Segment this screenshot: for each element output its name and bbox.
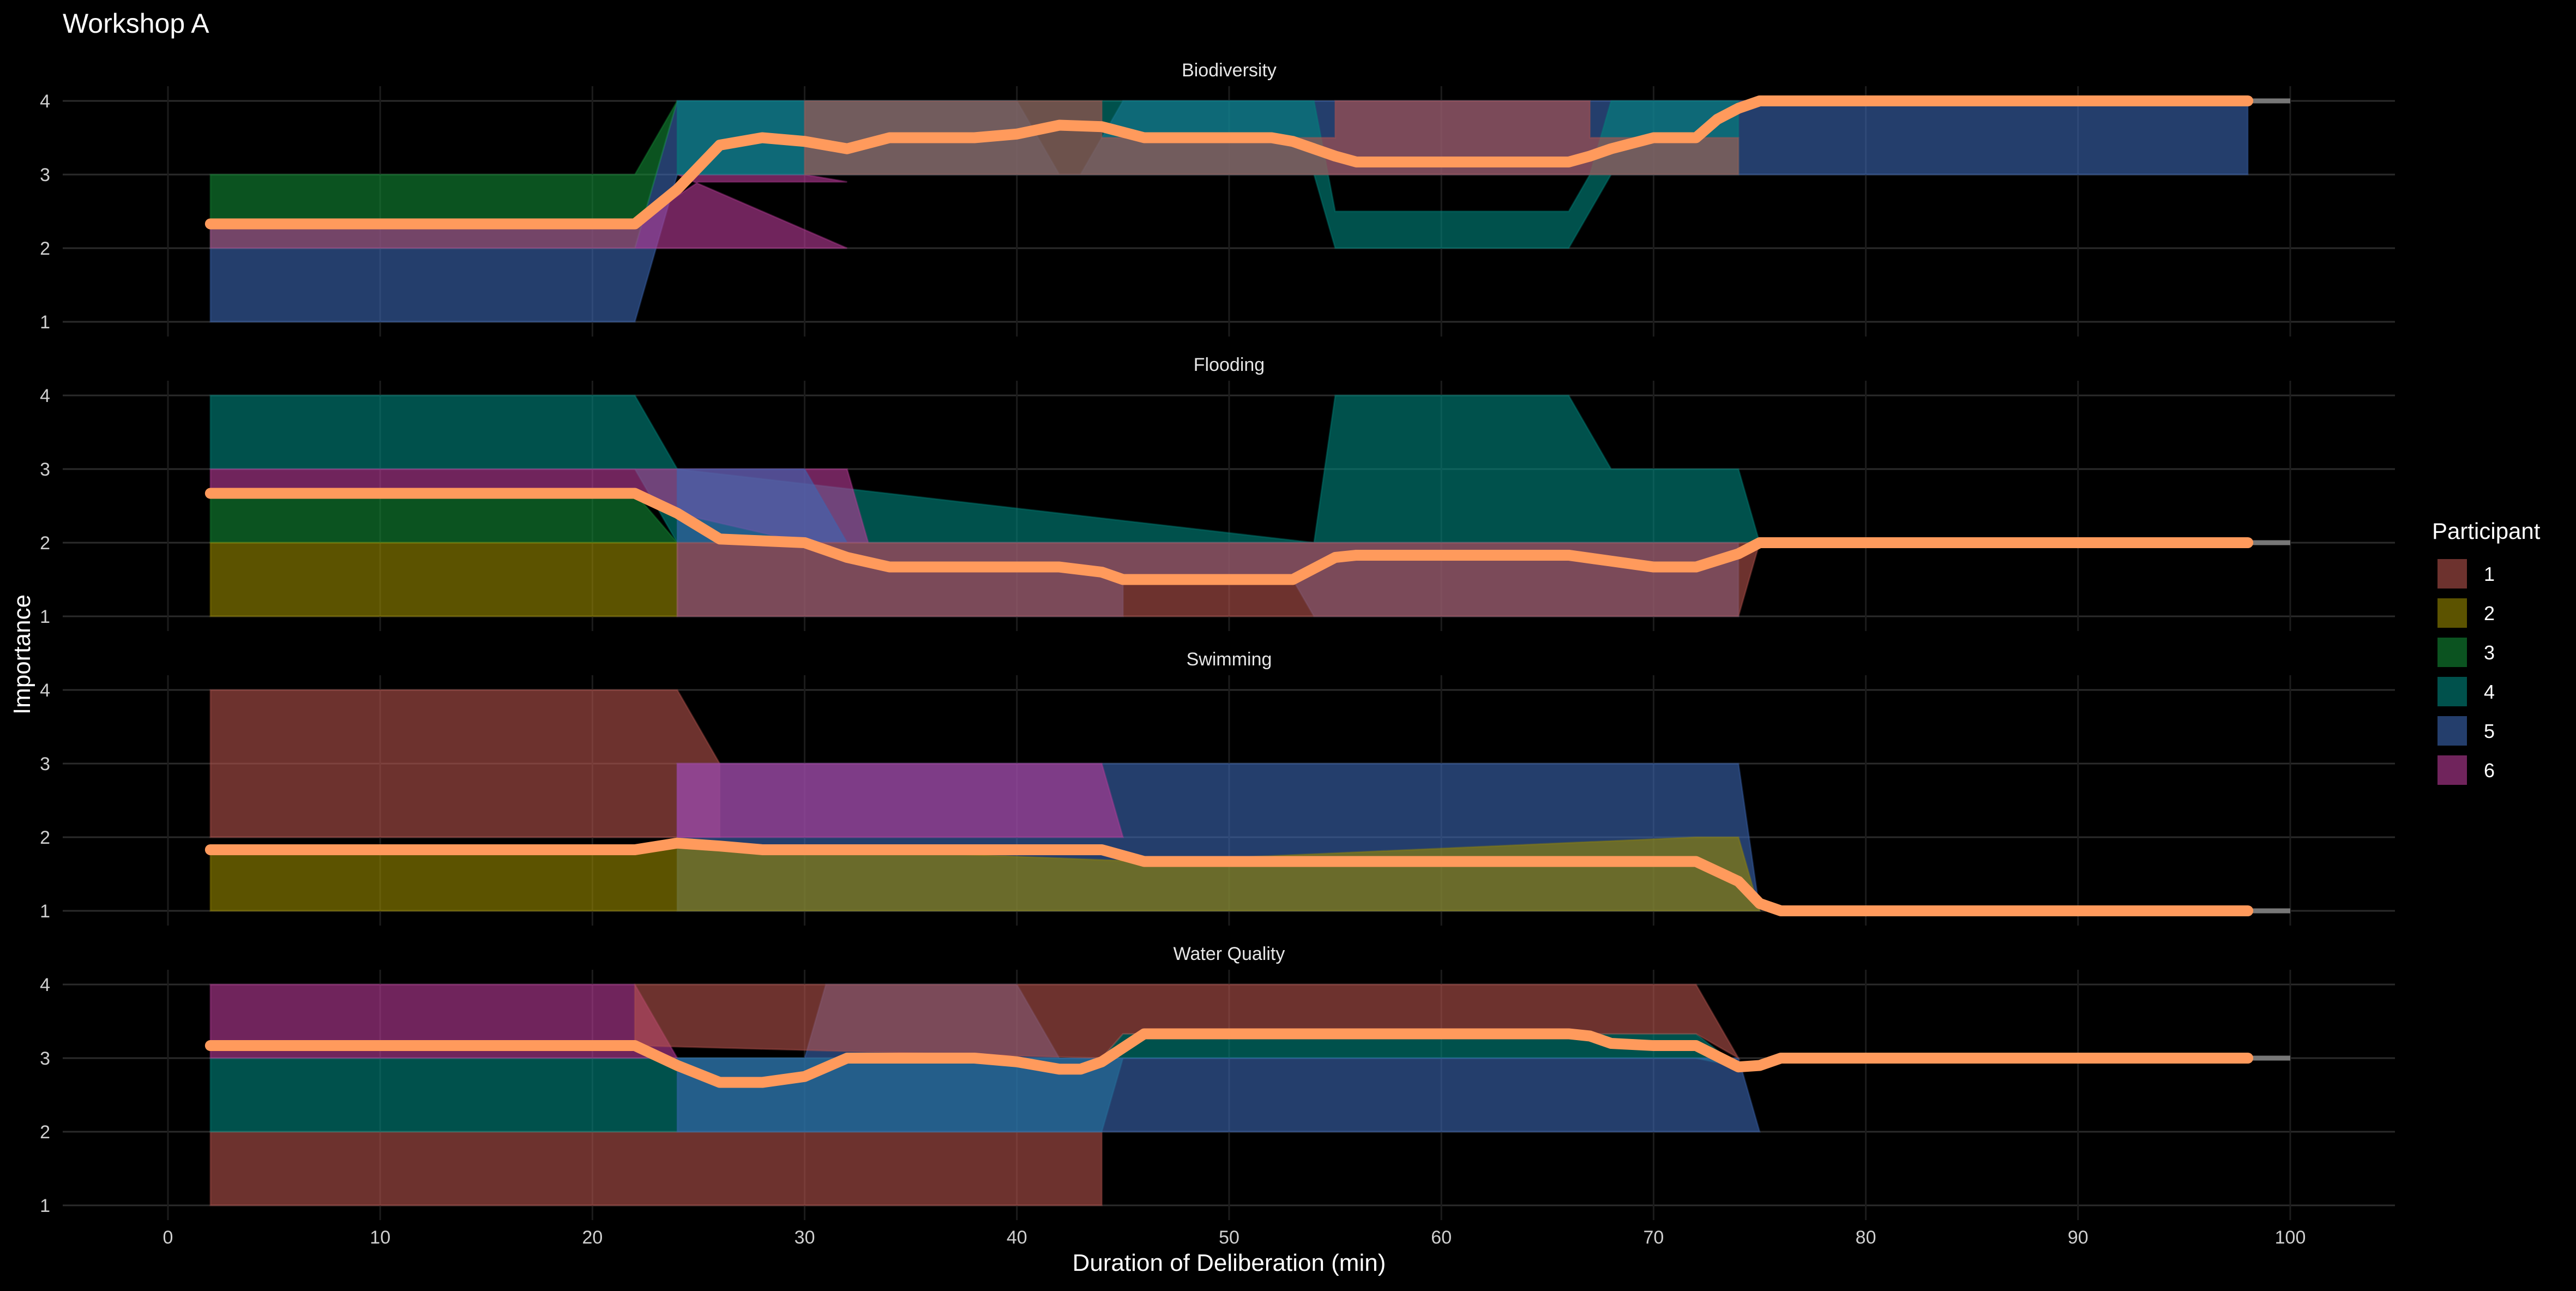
mean-importance-line [204,837,2254,916]
x-tick-label: 20 [582,1227,603,1248]
legend-label: 4 [2484,681,2495,703]
participant-ribbon [209,493,679,544]
legend-key [2437,559,2467,589]
x-tick-label: 50 [1219,1227,1239,1248]
y-tick-label: 4 [40,386,50,406]
participant-ribbon [676,762,1124,838]
y-tick-label: 2 [40,238,50,259]
mean-importance-line [204,488,2254,585]
participant-ribbon [634,983,1741,1061]
x-tick-label: 40 [1007,1227,1027,1248]
legend-key [2437,638,2467,667]
facet-panel: Swimming 1 2 3 4 [40,649,2395,926]
facet-title: Flooding [1194,355,1265,375]
x-tick-label: 30 [795,1227,815,1248]
y-tick-label: 4 [40,680,50,701]
legend-key [2437,598,2467,628]
y-tick-label: 4 [40,91,50,112]
x-axis: 0 10 20 30 40 50 60 70 80 90 100 [163,1227,2306,1248]
participant-ribbon [209,173,848,249]
facet-panel: Biodiversity 1 2 3 4 [40,60,2395,337]
y-tick-label: 3 [40,165,50,185]
y-tick-label: 2 [40,1122,50,1143]
y-tick-label: 3 [40,1048,50,1069]
legend-key [2437,755,2467,785]
x-tick-label: 0 [163,1227,173,1248]
facet-title: Biodiversity [1182,60,1277,81]
x-tick-label: 70 [1643,1227,1664,1248]
y-tick-label: 1 [40,312,50,333]
y-tick-label: 2 [40,533,50,554]
y-tick-label: 1 [40,1196,50,1216]
legend-label: 5 [2484,720,2495,742]
y-tick-label: 3 [40,754,50,774]
participant-ribbon [209,689,721,838]
x-tick-label: 80 [1856,1227,1876,1248]
chart-title: Workshop A [63,8,209,39]
legend-key [2437,716,2467,746]
x-tick-label: 100 [2275,1227,2306,1248]
legend-label: 3 [2484,641,2495,664]
panels-layer: Biodiversity 1 2 3 4 Flooding 1 2 3 4 Swimming 1 2 3 4… [40,60,2395,1220]
facet-panel: Water Quality 1 2 3 4 [40,944,2395,1220]
legend-title: Participant [2432,518,2541,544]
facet-title: Water Quality [1173,944,1285,964]
legend-key [2437,677,2467,706]
legend-label: 2 [2484,602,2495,625]
x-tick-label: 10 [370,1227,390,1248]
y-tick-label: 2 [40,827,50,848]
y-tick-label: 4 [40,975,50,995]
mean-importance-line [204,95,2254,230]
x-tick-label: 60 [1431,1227,1452,1248]
y-tick-label: 3 [40,459,50,480]
y-tick-label: 1 [40,901,50,922]
legend-label: 1 [2484,563,2495,585]
y-tick-label: 1 [40,607,50,627]
facet-panel: Flooding 1 2 3 4 [40,355,2395,631]
participant-ribbon [209,542,678,617]
y-axis-label: Importance [9,595,35,714]
participant-ribbon [209,1131,1103,1206]
mean-importance-line [204,1028,2254,1088]
facet-title: Swimming [1187,649,1272,670]
x-axis-label: Duration of Deliberation (min) [1073,1250,1386,1276]
legend-label: 6 [2484,759,2495,782]
legend: Participant 1 2 3 4 5 6 [2432,518,2541,785]
x-tick-label: 90 [2068,1227,2089,1248]
